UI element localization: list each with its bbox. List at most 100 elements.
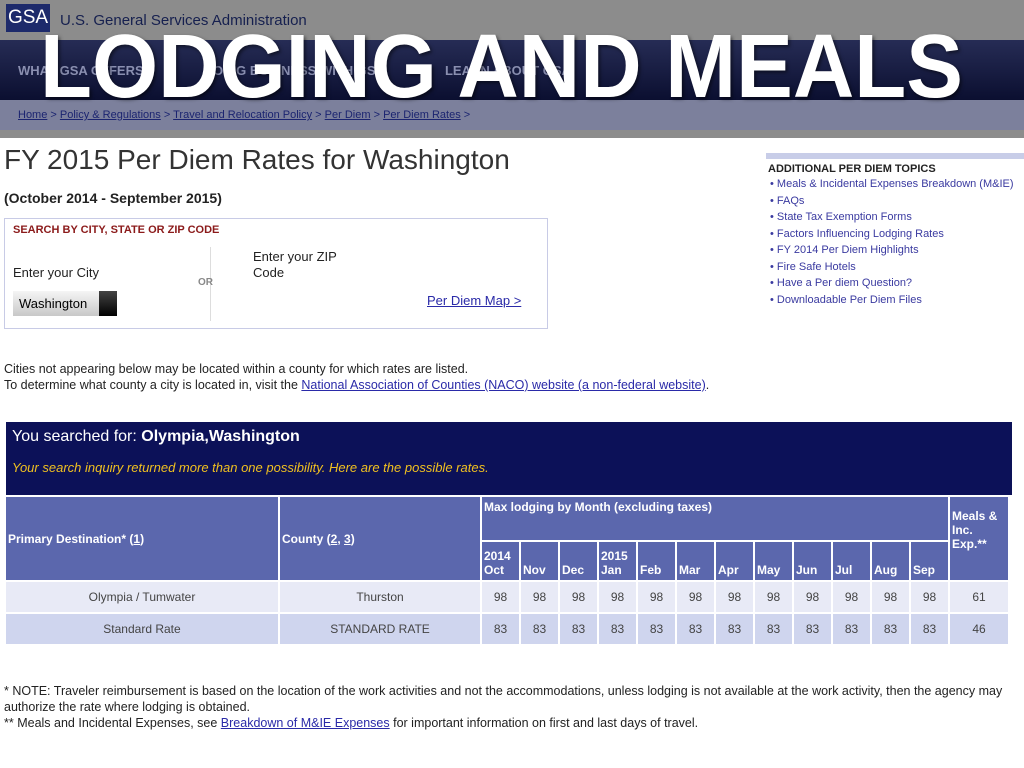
rate-cell: 98 [638,582,675,612]
rate-cell: 98 [755,582,792,612]
breadcrumb-link[interactable]: Per Diem [324,109,371,121]
breadcrumb-link[interactable]: Travel and Relocation Policy [173,109,313,121]
rate-cell: 98 [833,582,870,612]
search-box: SEARCH BY CITY, STATE OR ZIP CODE Enter … [4,218,548,329]
nav-item[interactable]: DOING BUSINESS WITH GSA [203,62,385,78]
sidebar-link[interactable]: • FY 2014 Per Diem Highlights [770,244,919,256]
header-gap [0,130,1024,138]
rate-cell: 98 [599,582,636,612]
page-subtitle: (October 2014 - September 2015) [4,190,222,206]
footnotes: * NOTE: Traveler reimbursement is based … [4,683,1014,731]
destination-cell: Standard Rate [6,614,278,644]
search-heading: SEARCH BY CITY, STATE OR ZIP CODE [13,224,220,236]
month-label: Jul [835,563,853,577]
per-diem-map-link[interactable]: Per Diem Map > [427,293,522,308]
breadcrumb: Home > Policy & Regulations > Travel and… [0,100,1024,130]
month-label: Mar [679,563,701,577]
breadcrumb-link[interactable]: Home [18,109,48,121]
rate-cell: 98 [521,582,558,612]
month-header: Dec [560,542,597,580]
note-1: * NOTE: Traveler reimbursement is based … [4,684,1003,714]
rate-cell: 83 [560,614,597,644]
footnote-link[interactable]: 3 [344,531,351,546]
county-cell: Thurston [280,582,480,612]
main-nav: WHAT GSA OFFERS DOING BUSINESS WITH GSA … [0,40,1024,100]
sidebar-link[interactable]: • Meals & Incidental Expenses Breakdown … [770,178,1014,190]
month-header: 2015 Jan [599,542,636,580]
col-meals: Meals & Inc. Exp.** [950,497,1008,580]
footnote-link[interactable]: 2 [330,531,338,546]
site-header [0,0,1024,40]
month-label: Oct [484,563,505,577]
gsa-logo[interactable]: GSA [6,4,50,32]
month-label: May [757,563,781,577]
breadcrumb-link[interactable]: Per Diem Rates [383,109,461,121]
year-label: 2014 [484,549,511,563]
breadcrumb-link[interactable]: Policy & Regulations [59,109,161,121]
rate-cell: 83 [794,614,831,644]
sidebar-link[interactable]: • FAQs [770,194,805,207]
month-header: Mar [677,542,714,580]
col-primary-destination: Primary Destination* (1) [6,497,278,580]
city-input[interactable] [13,291,99,316]
month-header: Jul [833,542,870,580]
meals-cell: 46 [950,614,1008,644]
rate-cell: 83 [833,614,870,644]
note-2: ** Meals and Incidental Expenses, see [4,716,221,730]
month-label: Jun [796,563,818,577]
sidebar-bar [766,153,1024,159]
month-label: Aug [874,563,898,577]
month-header: May [755,542,792,580]
bullet-icon: • [770,244,777,256]
page-title: FY 2015 Per Diem Rates for Washington [4,144,510,175]
col-max-lodging: Max lodging by Month (excluding taxes) [482,497,948,540]
city-search-button[interactable] [99,291,117,316]
table-row: Olympia / Tumwater Thurston 98 98 98 98 98 98 98… [6,582,1008,612]
bullet-icon: • [770,178,777,190]
sidebar-link[interactable]: • Downloadable Per Diem Files [770,293,922,306]
rate-cell: 83 [755,614,792,644]
naco-link[interactable]: National Association of Counties (NACO) … [301,378,706,392]
zip-label: Enter your ZIP Code [253,249,337,280]
month-header: 2014 Oct [482,542,519,580]
rate-cell: 83 [677,614,714,644]
month-header: Sep [911,542,948,580]
result-message: Your search inquiry returned more than o… [12,460,489,475]
sidebar-link[interactable]: • Factors Influencing Lodging Rates [770,227,944,240]
rate-cell: 98 [677,582,714,612]
bullet-icon: • [770,194,777,207]
sidebar-link[interactable]: • Have a Per diem Question? [770,277,913,289]
month-header: Aug [872,542,909,580]
or-label: OR [198,277,213,288]
note-2-end: for important information on first and l… [389,716,699,730]
footnote-link[interactable]: 1 [133,531,141,546]
bullet-icon: • [770,227,777,240]
rate-cell: 83 [911,614,948,644]
rate-cell: 83 [716,614,753,644]
sidebar-link[interactable]: • Fire Safe Hotels [770,260,856,273]
overlay-title: LODGING AND MEALS [40,17,963,117]
rate-cell: 98 [482,582,519,612]
month-label: Feb [640,563,662,577]
rate-cell: 98 [872,582,909,612]
nav-item[interactable]: WHAT GSA OFFERS [18,62,144,78]
month-label: Sep [913,563,936,577]
rate-cell: 98 [560,582,597,612]
divider [210,247,211,321]
search-query: Olympia,Washington [141,428,300,445]
bullet-icon: • [770,260,777,273]
month-label: Apr [718,563,739,577]
destination-cell: Olympia / Tumwater [6,582,278,612]
mie-breakdown-link[interactable]: Breakdown of M&IE Expenses [220,716,390,730]
month-label: Nov [523,563,546,577]
rate-cell: 83 [599,614,636,644]
cities-note-line: To determine what county a city is locat… [4,378,302,392]
rates-table: Primary Destination* (1) County (2, 3) M… [4,495,1010,646]
sidebar: ADDITIONAL PER DIEM TOPICS • Meals & Inc… [766,153,1024,310]
sidebar-heading: ADDITIONAL PER DIEM TOPICS [768,163,936,175]
rate-cell: 98 [911,582,948,612]
rate-cell: 83 [521,614,558,644]
meals-cell: 61 [950,582,1008,612]
nav-item[interactable]: LEARN ABOUT GSA [444,62,571,78]
sidebar-link[interactable]: • State Tax Exemption Forms [770,211,912,223]
